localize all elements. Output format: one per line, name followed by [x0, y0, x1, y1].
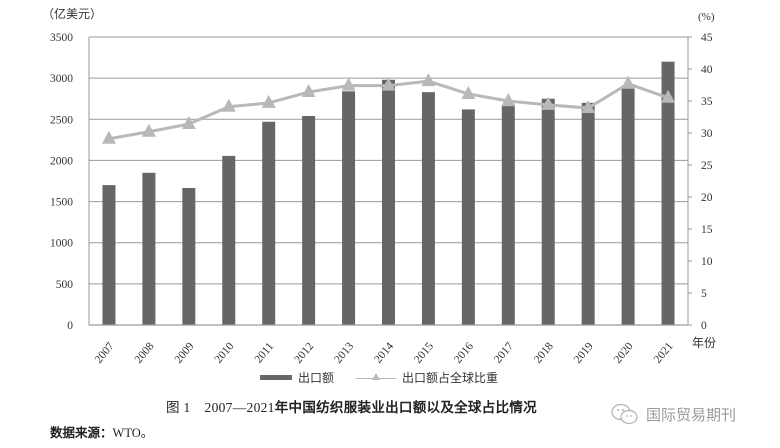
y2-axis-unit-label: (%)	[698, 11, 715, 23]
triangle-marker-icon	[381, 77, 396, 91]
x-tick-label: 2008	[133, 340, 157, 366]
y2-tick-label: 20	[701, 192, 713, 204]
legend-label-line: 出口额占全球比重	[402, 371, 499, 385]
x-tick-label: 2012	[292, 340, 316, 366]
legend-item-line: 出口额占全球比重	[356, 369, 498, 386]
watermark-text: 国际贸易期刊	[646, 405, 737, 424]
x-tick-label: 2007	[93, 340, 117, 366]
triangle-marker-icon	[581, 100, 596, 114]
data-source: 数据来源：WTO。	[50, 422, 153, 441]
y2-tick-label: 15	[701, 224, 713, 236]
y-axis-unit-label: （亿美元）	[42, 6, 102, 21]
triangle-marker-icon	[501, 93, 516, 106]
y-tick-label: 3500	[50, 32, 73, 44]
legend-label-bar: 出口额	[298, 371, 335, 385]
x-tick-label: 2014	[372, 340, 396, 366]
y-tick-label: 2000	[50, 155, 73, 167]
bar	[421, 92, 435, 325]
y-tick-label: 500	[56, 279, 74, 291]
triangle-marker-icon	[141, 123, 156, 137]
triangle-marker-icon	[101, 130, 116, 144]
line-triangle-swatch-icon	[356, 372, 397, 383]
triangle-marker-icon	[261, 94, 276, 108]
bar	[382, 79, 395, 325]
triangle-marker-icon	[421, 73, 436, 87]
triangle-marker-icon	[221, 98, 236, 112]
triangle-marker-icon	[541, 96, 556, 110]
x-tick-label: 2013	[332, 340, 356, 366]
bar	[262, 121, 276, 325]
y2-tick-label: 45	[701, 32, 713, 44]
y2-tick-label: 40	[701, 64, 713, 76]
bar	[621, 85, 635, 325]
y2-tick-label: 25	[701, 160, 713, 172]
y-tick-label: 2500	[50, 114, 73, 126]
bar	[102, 185, 116, 325]
triangle-marker-icon	[181, 116, 196, 130]
x-tick-label: 2015	[412, 340, 436, 366]
triangle-marker-icon	[621, 75, 636, 89]
y2-tick-label: 5	[701, 288, 707, 300]
x-tick-label: 2010	[212, 340, 236, 366]
y-tick-label: 3000	[50, 73, 73, 85]
y-tick-label: 1000	[50, 238, 73, 250]
watermark: 国际贸易期刊	[610, 402, 736, 426]
bar	[222, 155, 236, 325]
figure-title-text: 年中国纺织服装业出口额以及全球占比情况	[274, 400, 537, 416]
x-tick-label: 2009	[173, 340, 197, 366]
legend-item-bar: 出口额	[260, 369, 334, 386]
figure-number: 图 1	[166, 400, 191, 415]
y-tick-label: 0	[67, 320, 73, 332]
triangle-marker-icon	[661, 89, 676, 103]
x-axis-label: 年份	[692, 336, 716, 350]
chart: 0 500 1000 1500 2000 2500 3000 3500 0 5 10 15 20 25 30…	[42, 6, 716, 366]
triangle-marker-icon	[461, 85, 476, 99]
source-value: WTO。	[112, 426, 154, 440]
bar	[501, 106, 515, 326]
triangle-marker-icon	[301, 84, 316, 98]
bar	[142, 172, 156, 325]
bar	[541, 98, 555, 325]
figure-title: 图 1 2007—2021年中国纺织服装业出口额以及全球占比情况	[166, 396, 537, 416]
y-tick-label: 1500	[50, 197, 73, 209]
figure-year-range: 2007—2021	[204, 400, 275, 415]
source-label: 数据来源：	[50, 425, 113, 440]
x-tick-label: 2017	[492, 340, 516, 366]
y2-tick-label: 10	[701, 256, 713, 268]
legend: 出口额 出口额占全球比重	[260, 369, 520, 386]
bar	[182, 187, 196, 325]
y2-tick-label: 30	[701, 128, 713, 140]
bar	[342, 91, 356, 326]
triangle-marker-icon	[341, 77, 356, 91]
y2-tick-label: 0	[701, 320, 707, 332]
x-tick-label: 2016	[452, 340, 476, 366]
x-tick-label: 2018	[532, 340, 556, 366]
bar	[661, 61, 675, 325]
x-tick-label: 2011	[253, 340, 277, 365]
bar	[461, 109, 475, 325]
y2-tick-label: 35	[701, 96, 713, 108]
bar	[581, 102, 595, 325]
wechat-icon	[611, 403, 638, 425]
x-tick-label: 2020	[612, 340, 636, 366]
x-tick-label: 2019	[572, 340, 596, 366]
x-tick-label: 2021	[652, 340, 676, 366]
bar	[302, 115, 316, 325]
bar-swatch-icon	[260, 375, 292, 380]
